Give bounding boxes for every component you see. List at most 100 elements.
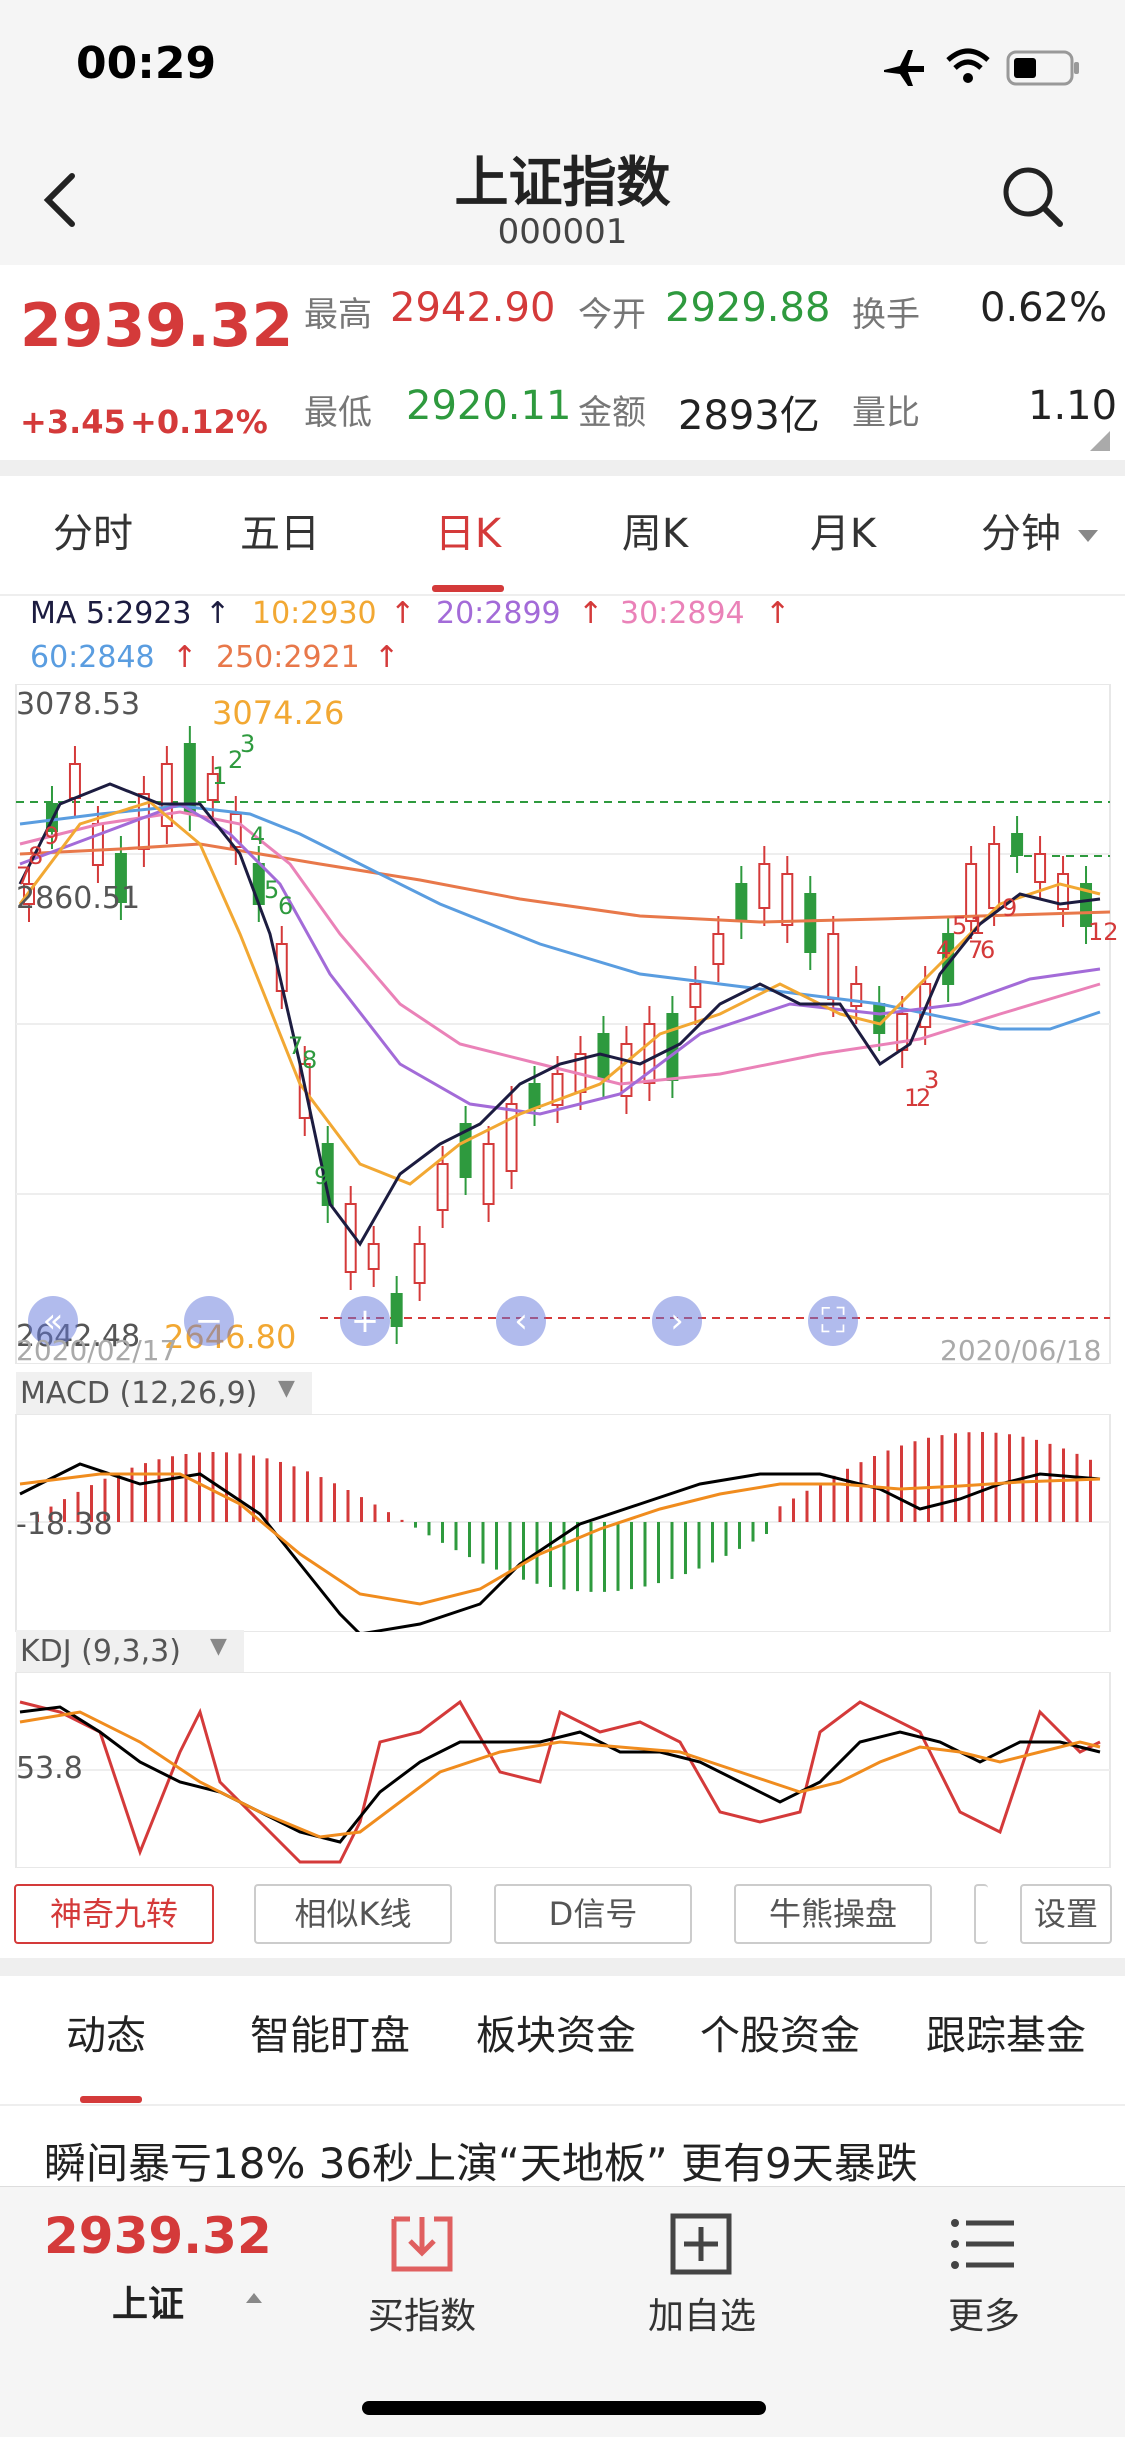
turnover-value: 0.62% — [980, 285, 1108, 331]
candle-body — [896, 1013, 909, 1051]
candle-body — [804, 893, 817, 953]
candle-body — [827, 933, 840, 1000]
td-sequence-label: 7 — [288, 1032, 303, 1060]
ma20-label: 20:2899 — [436, 596, 561, 631]
tab-sector-funds[interactable]: 板块资金 — [476, 2013, 636, 2059]
buy-index-icon[interactable] — [390, 2213, 454, 2273]
tab-weekly-k[interactable]: 周K — [621, 511, 689, 557]
td-sequence-label: 7 — [968, 936, 983, 964]
more-label[interactable]: 更多 — [947, 2296, 1020, 2337]
candle-body — [160, 763, 173, 827]
wifi-icon — [946, 48, 990, 83]
candle-body — [413, 1243, 426, 1284]
candle-body — [459, 1123, 472, 1178]
tab-tracking-funds[interactable]: 跟踪基金 — [926, 2013, 1086, 2059]
ma5-label: MA 5:2923 — [30, 596, 192, 631]
bottom-price[interactable]: 2939.32 — [44, 2207, 272, 2265]
high-label: 最高 — [304, 295, 372, 335]
td-sequence-label: 9 — [314, 1162, 329, 1190]
low-label: 最低 — [304, 393, 372, 433]
amount-label: 金额 — [578, 393, 646, 433]
macd-header[interactable]: MACD (12,26,9) ▼ — [16, 1372, 312, 1414]
stock-code: 000001 — [497, 212, 628, 252]
switch-up-icon[interactable] — [244, 2291, 264, 2305]
td-sequence-label: 3 — [240, 730, 255, 758]
period-tabs: 分时 五日 日K 周K 月K 分钟 — [0, 476, 1125, 596]
tab-news-dynamic[interactable]: 动态 — [66, 2013, 146, 2059]
tab-smart-watch[interactable]: 智能盯盘 — [250, 2013, 410, 2059]
kdj-chart[interactable]: 53.8 — [0, 1672, 1125, 1868]
kline-chart[interactable]: 3078.53 2860.51 2642.48 3074.26 2646.80 … — [0, 684, 1125, 1364]
macd-chart[interactable]: -18.38 — [0, 1414, 1125, 1632]
candle-body — [206, 773, 219, 801]
tab-minute[interactable]: 分钟 — [981, 511, 1061, 557]
scroll-left-icon[interactable]: ‹ — [496, 1296, 546, 1346]
add-watchlist-label[interactable]: 加自选 — [647, 2296, 756, 2337]
candle-body — [781, 873, 794, 926]
td-sequence-label: 4 — [250, 822, 265, 850]
settings-button[interactable]: 设置 — [1020, 1884, 1112, 1944]
expand-corner-icon[interactable] — [1090, 431, 1110, 451]
tab-five-day[interactable]: 五日 — [240, 511, 320, 557]
magic-nine-button[interactable]: 神奇九转 — [14, 1884, 214, 1944]
more-menu-icon[interactable] — [950, 2217, 1016, 2271]
back-icon[interactable] — [40, 170, 80, 230]
td-sequence-label: 7 — [16, 862, 31, 890]
price-change-pct: +0.12% — [130, 403, 268, 441]
macd-label: MACD (12,26,9) — [20, 1376, 258, 1411]
tab-monthly-k[interactable]: 月K — [809, 511, 877, 557]
candle-body — [850, 983, 863, 1007]
d-signal-button[interactable]: D信号 — [494, 1884, 692, 1944]
bottom-index-name[interactable]: 上证 — [112, 2284, 185, 2325]
tab-stock-funds[interactable]: 个股资金 — [700, 2013, 860, 2059]
td-sequence-label: 1 — [970, 912, 985, 940]
ma60-label: 60:2848 — [30, 640, 155, 675]
td-sequence-label: 9 — [44, 822, 59, 850]
ma30-label: 30:2894 — [620, 596, 745, 631]
zoom-in-icon[interactable]: + — [340, 1296, 390, 1346]
zoom-out-icon[interactable]: − — [184, 1296, 234, 1346]
kdj-header[interactable]: KDJ (9,3,3) ▼ — [16, 1630, 244, 1672]
partial-button[interactable] — [974, 1884, 988, 1944]
date-end: 2020/06/18 — [940, 1334, 1102, 1367]
candle-body — [689, 983, 702, 1008]
quote-panel: 2939.32 +3.45 +0.12% 最高 2942.90 今开 2929.… — [0, 265, 1125, 460]
divider — [0, 1958, 1125, 1976]
battery-icon — [1006, 50, 1079, 86]
tab-intraday[interactable]: 分时 — [53, 511, 133, 557]
tool-buttons: 神奇九转 相似K线 D信号 牛熊操盘 设置 — [0, 1884, 1125, 1944]
bull-bear-button[interactable]: 牛熊操盘 — [734, 1884, 932, 1944]
td-sequence-label: 8 — [28, 842, 43, 870]
td-sequence-label: 12 — [1088, 918, 1119, 946]
candle-body — [1011, 833, 1024, 856]
current-price: 2939.32 — [20, 291, 294, 361]
macd-dropdown-icon: ▼ — [278, 1376, 295, 1401]
fullscreen-icon[interactable]: ⛶ — [808, 1296, 858, 1346]
ma10-up-icon: ↑ — [390, 596, 416, 631]
candle-body — [114, 853, 127, 903]
ma250-label: 250:2921 — [216, 640, 360, 675]
high-value: 2942.90 — [390, 285, 556, 331]
candle-body — [965, 863, 978, 922]
scroll-left-end-icon[interactable]: « — [28, 1296, 78, 1346]
candle-body — [620, 1043, 633, 1097]
buy-index-label[interactable]: 买指数 — [367, 2296, 476, 2337]
status-time: 00:29 — [76, 38, 217, 89]
search-icon[interactable] — [1000, 164, 1066, 230]
td-sequence-label: 9 — [1002, 894, 1017, 922]
kdj-label: KDJ (9,3,3) — [20, 1634, 181, 1669]
candle-body — [735, 883, 748, 922]
scroll-right-icon[interactable]: › — [652, 1296, 702, 1346]
ma10-label: 10:2930 — [252, 596, 377, 631]
candle-body — [91, 823, 104, 866]
macd-value: -18.38 — [16, 1507, 113, 1542]
news-headline[interactable]: 瞬间暴亏18% 36秒上演“天地板” 更有9天暴跌 — [44, 2139, 918, 2186]
candle-body — [643, 1023, 656, 1084]
similar-k-button[interactable]: 相似K线 — [254, 1884, 452, 1944]
candle-body — [505, 1103, 518, 1172]
tab-daily-k[interactable]: 日K — [434, 511, 502, 557]
divider — [0, 460, 1125, 476]
news-tab-indicator — [80, 2096, 142, 2103]
price-change: +3.45 — [20, 403, 126, 441]
add-watchlist-icon[interactable] — [670, 2213, 732, 2275]
